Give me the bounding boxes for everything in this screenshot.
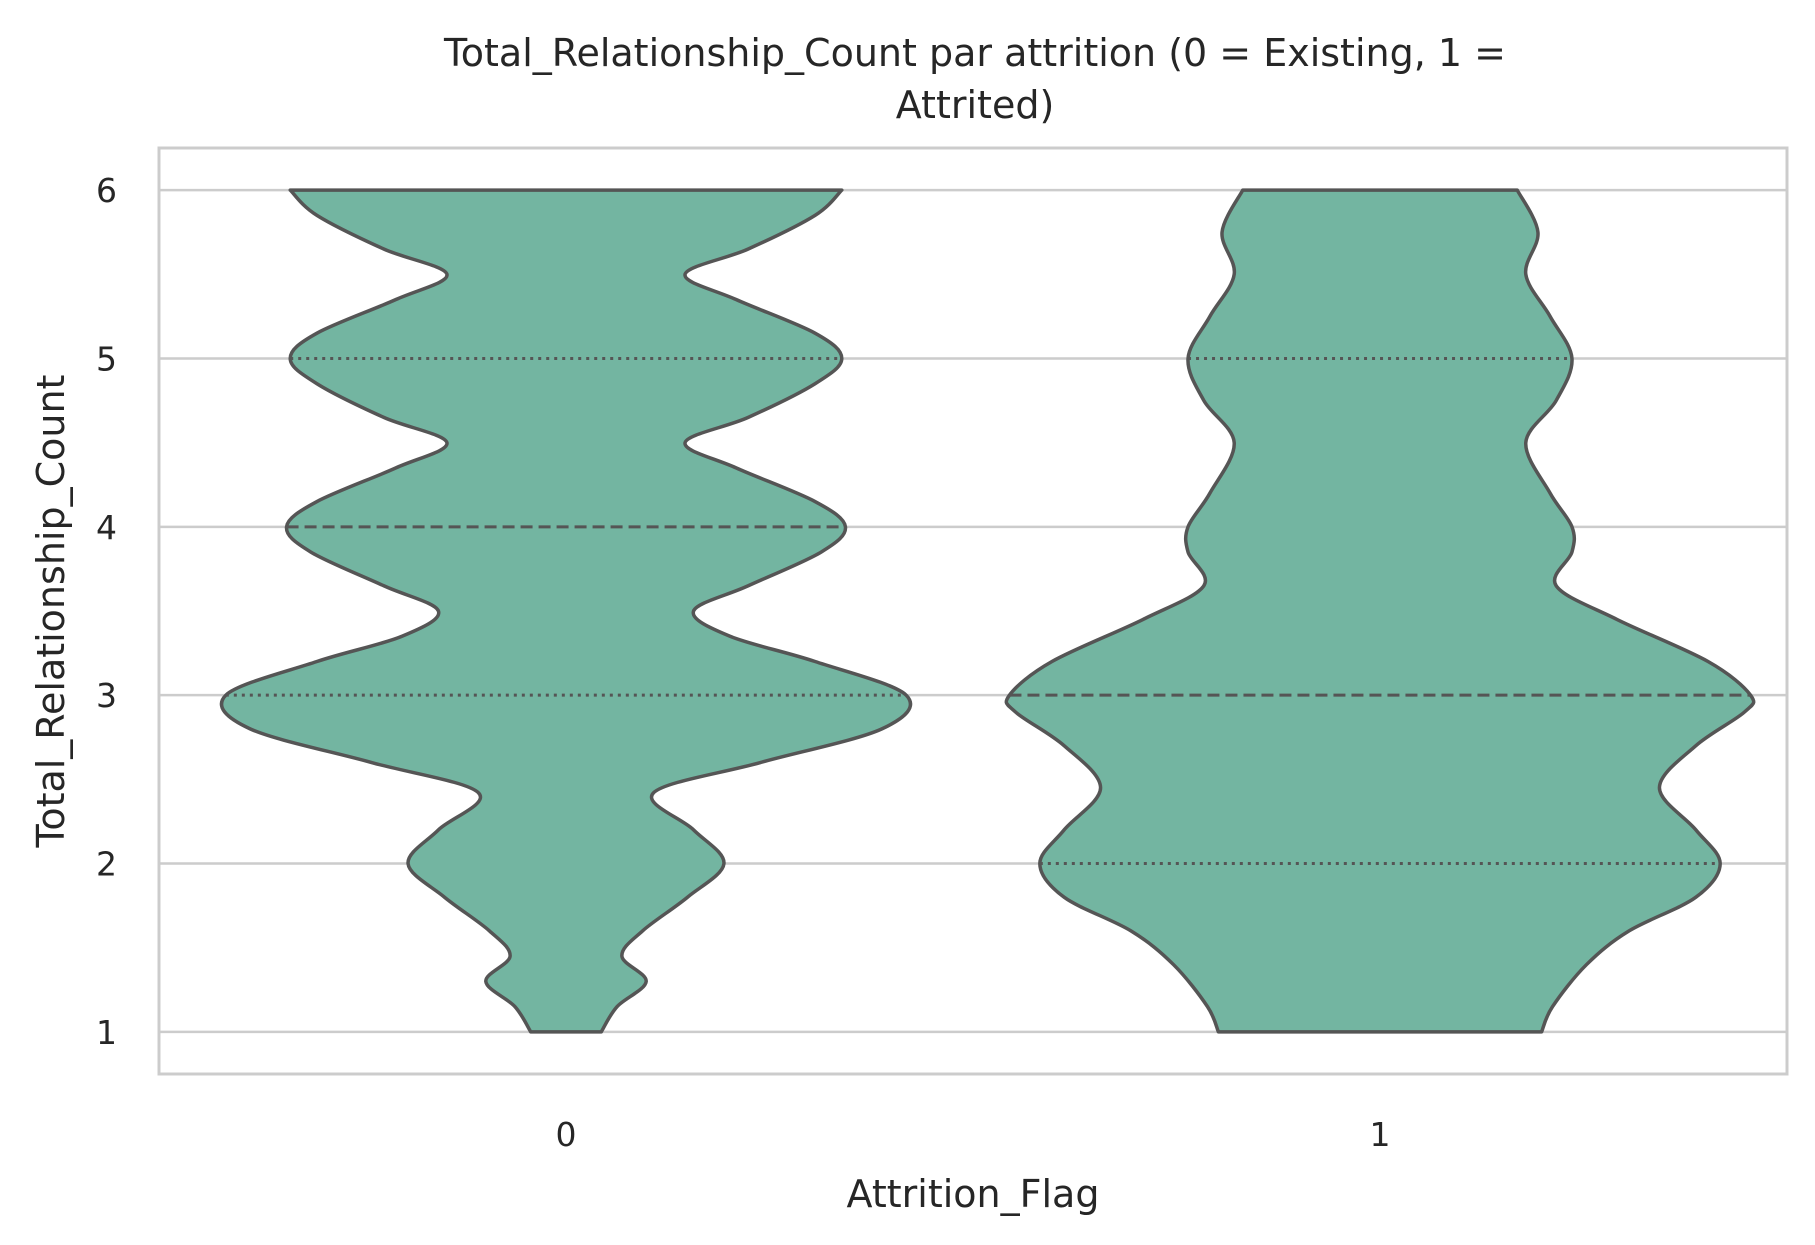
- x-tick-label-1: 1: [1370, 1115, 1391, 1154]
- y-tick-label-6: 6: [96, 171, 117, 210]
- violin-1: [1004, 188, 1756, 1034]
- x-tick-label-0: 0: [556, 1115, 577, 1154]
- violin-0: [219, 188, 913, 1034]
- y-tick-label-2: 2: [96, 845, 117, 884]
- violins: [219, 188, 1756, 1034]
- chart-title-line-1: Total_Relationship_Count par attrition (…: [443, 31, 1506, 75]
- plot-frame: [157, 146, 1789, 1076]
- chart-title-line-2: Attrited): [896, 83, 1055, 127]
- y-tick-label-3: 3: [96, 676, 117, 715]
- y-tick-label-1: 1: [96, 1013, 117, 1052]
- y-tick-label-5: 5: [96, 339, 117, 378]
- y-tick-labels: 1 2 3 4 5 6: [96, 171, 117, 1052]
- quartile-lines: [225, 356, 1751, 866]
- y-tick-label-4: 4: [96, 508, 117, 547]
- x-axis-label: Attrition_Flag: [847, 1172, 1100, 1216]
- y-axis-label: Total_Relationship_Count: [29, 375, 73, 849]
